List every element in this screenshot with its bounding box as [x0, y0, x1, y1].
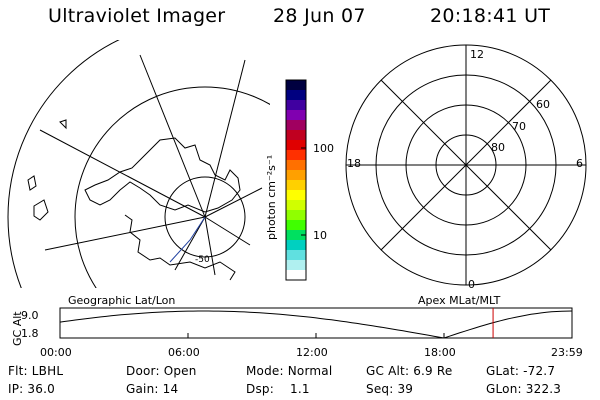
map-lon-line: [39, 129, 206, 218]
x-tick-12-00: 12:00: [296, 346, 328, 359]
satellite-track: [169, 216, 206, 263]
colorbar-cell: [286, 230, 306, 241]
colorbar-cell: [286, 110, 306, 121]
colorbar-cell: [286, 100, 306, 111]
coastline: [59, 119, 67, 130]
polar-caption: Apex MLat/MLT: [418, 294, 501, 307]
info-gc-alt: GC Alt: 6.9 Re: [366, 364, 453, 378]
colorbar-tick-label-100: 100: [313, 142, 334, 155]
colorbar-cell: [286, 90, 306, 101]
instrument-title: Ultraviolet Imager: [48, 5, 226, 27]
colorbar-tick-label-10: 10: [313, 229, 327, 242]
altitude-y-tick-max: 9.0: [21, 309, 39, 322]
info-glon: GLon: 322.3: [486, 382, 562, 396]
colorbar-cell: [286, 130, 306, 141]
info-glat: GLat: -72.7: [486, 364, 556, 378]
polar-mlt-6: 6: [576, 157, 583, 170]
colorbar-cell: [286, 210, 306, 221]
polar-mlt-12: 12: [470, 48, 484, 61]
x-tick-00-00: 00:00: [40, 346, 72, 359]
colorbar-cell: [286, 200, 306, 211]
polar-mlt-18: 18: [347, 157, 361, 170]
altitude-curve: [59, 310, 573, 339]
map-lon-line: [139, 54, 206, 218]
colorbar-frame: [285, 79, 307, 281]
colorbar-cell: [286, 190, 306, 201]
colorbar-cell: [286, 270, 306, 281]
map-lat-label: -50: [195, 255, 210, 265]
info-seq: Seq: 39: [366, 382, 414, 396]
map-lon-line: [44, 216, 206, 251]
map-lon-line: [204, 216, 216, 276]
x-tick-23-59: 23:59: [551, 346, 583, 359]
coastline: [33, 199, 49, 221]
x-tick-06-00: 06:00: [168, 346, 200, 359]
colorbar-cell: [286, 80, 306, 91]
map-lat-circle: [74, 86, 270, 288]
altitude-y-tick-min: 1.8: [21, 327, 39, 340]
altitude-x-ticks: [59, 333, 573, 338]
map-lat-circle: [7, 40, 120, 288]
polar-diagonal: [380, 79, 552, 251]
colorbar-cell: [286, 120, 306, 131]
colorbar-cell: [286, 240, 306, 251]
polar-lat-60: 60: [536, 98, 550, 111]
coastline: [27, 175, 37, 191]
colorbar-cell: [286, 170, 306, 181]
colorbar-cell: [286, 160, 306, 171]
map-lon-line: [204, 187, 263, 218]
colorbar-cell: [286, 180, 306, 191]
colorbar-cell: [286, 150, 306, 161]
colorbar-cell: [286, 140, 306, 151]
colorbar-cell: [286, 220, 306, 231]
info-dsp: Dsp: 1.1: [246, 382, 310, 396]
info-filter: Flt: LBHL: [8, 364, 64, 378]
polar-lat-80: 80: [491, 141, 505, 154]
info-ip: IP: 36.0: [8, 382, 55, 396]
info-gain: Gain: 14: [126, 382, 179, 396]
map-lon-line: [204, 216, 251, 246]
map-lon-line: [174, 216, 206, 271]
colorbar-cell: [286, 260, 306, 271]
polar-lat-70: 70: [512, 120, 526, 133]
info-mode: Mode: Normal: [246, 364, 333, 378]
time-label: 20:18:41 UT: [430, 5, 551, 27]
x-tick-18-00: 18:00: [424, 346, 456, 359]
map-caption: Geographic Lat/Lon: [68, 294, 176, 307]
polar-mlt-0: 0: [468, 278, 475, 291]
date-label: 28 Jun 07: [273, 5, 366, 27]
coastline: [84, 137, 241, 213]
map-lon-line: [204, 59, 246, 218]
info-door: Door: Open: [126, 364, 197, 378]
map-lat-circle: [164, 176, 246, 258]
coastline: [124, 214, 236, 281]
colorbar-cell: [286, 250, 306, 261]
colorbar-scale: [286, 80, 306, 281]
